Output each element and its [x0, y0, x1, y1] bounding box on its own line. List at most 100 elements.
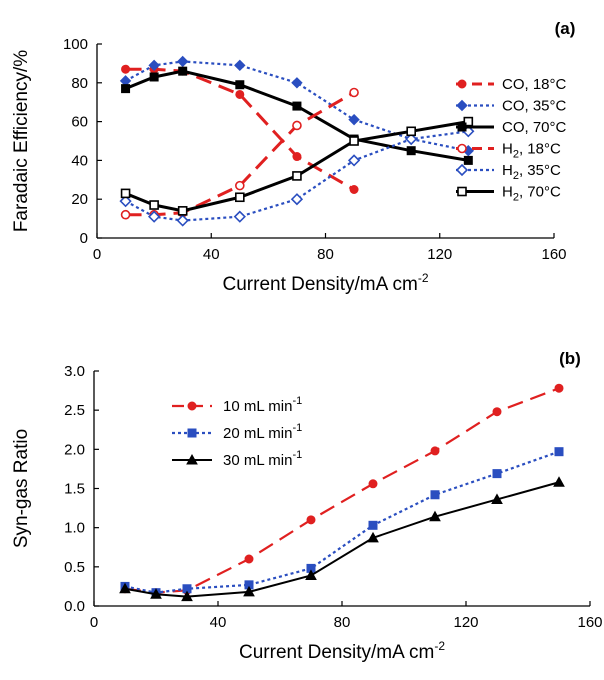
data-point [368, 520, 378, 530]
x-tick-label: 120 [453, 614, 478, 631]
x-tick-label: 120 [427, 246, 452, 263]
data-point [292, 101, 302, 111]
data-point [430, 446, 440, 456]
data-point [349, 185, 359, 194]
legend-item: 10 mL min-1 [172, 395, 302, 415]
data-point [554, 447, 564, 457]
data-point [429, 510, 441, 522]
panel-a: 0 40 80 120 160 0 20 40 60 80 100 Current Density/m… [11, 19, 575, 295]
legend-marker [457, 79, 467, 89]
legend-label-main: CO, 35°C [502, 98, 567, 115]
x-tick-label: 0 [90, 614, 98, 631]
legend-marker [187, 401, 197, 411]
x-axis-label: Current Density/mA cm-2 [223, 271, 429, 295]
legend-label-subscript: 2 [513, 170, 519, 182]
data-point [492, 407, 502, 417]
data-point [235, 192, 245, 203]
y-tick-label: 3.0 [64, 363, 85, 380]
panel-label: (a) [555, 19, 576, 38]
data-point [290, 193, 304, 206]
data-point [292, 120, 302, 131]
legend-label: 10 mL min-1 [223, 395, 302, 415]
data-point [291, 77, 303, 89]
series-30-ml-min-1 [119, 476, 565, 602]
data-point [306, 515, 316, 525]
legend-marker [186, 453, 198, 465]
data-point [176, 214, 189, 227]
legend-marker [456, 99, 468, 112]
data-point [244, 554, 254, 564]
data-point [235, 89, 245, 99]
data-point [349, 87, 359, 98]
legend-label-subscript: 2 [513, 192, 519, 204]
data-point [292, 171, 302, 181]
data-point [119, 195, 132, 208]
legend-label: H2, 18°C [502, 141, 561, 161]
data-point [121, 84, 131, 94]
legend-label-main: CO, 70°C [502, 119, 567, 136]
legend-label-rest: , 18°C [519, 141, 561, 158]
legend-item: CO, 18°C [456, 76, 567, 93]
data-point [368, 479, 378, 489]
series-line [124, 450, 560, 594]
panel-label: (b) [559, 349, 581, 368]
legend-item: H2, 70°C [456, 184, 561, 204]
data-point [121, 64, 131, 74]
x-tick-label: 80 [317, 246, 334, 263]
legend-label-main: H [502, 184, 513, 201]
data-point [553, 476, 565, 487]
data-point [491, 493, 503, 504]
legend: 10 mL min-120 mL min-130 mL min-1 [172, 395, 302, 469]
data-point [149, 72, 159, 82]
legend-label: H2, 70°C [502, 184, 561, 204]
legend-label-main: H [502, 141, 513, 158]
y-axis-label: Faradaic Efficiency/% [11, 50, 32, 232]
y-tick-label: 20 [71, 191, 88, 208]
data-point [305, 569, 317, 580]
data-point [181, 590, 193, 602]
legend-label: CO, 70°C [502, 119, 567, 136]
data-point [178, 66, 188, 76]
data-point [349, 136, 359, 146]
legend-item: CO, 70°C [456, 119, 567, 136]
legend-label-superscript: -1 [292, 395, 302, 407]
y-tick-label: 1.0 [64, 520, 85, 537]
data-point [149, 200, 159, 210]
y-tick-label: 2.0 [64, 441, 85, 458]
x-axis-label: Current Density/mA cm-2 [239, 639, 445, 663]
y-tick-label: 1.5 [64, 481, 85, 498]
legend-item: 30 mL min-1 [172, 449, 302, 469]
series-20-ml-min-1 [120, 447, 564, 598]
legend-label-subscript: 2 [513, 149, 519, 161]
legend-label-main: 30 mL min [223, 452, 292, 469]
data-point [120, 188, 131, 199]
data-point [406, 146, 416, 156]
y-tick-label: 0.5 [64, 559, 85, 576]
data-point [177, 206, 188, 216]
data-point [405, 132, 418, 146]
legend-marker [455, 163, 469, 177]
legend-label: CO, 35°C [502, 98, 567, 115]
x-tick-label: 160 [541, 246, 566, 263]
legend-label-superscript: -1 [292, 422, 302, 434]
y-axis-label: Syn-gas Ratio [11, 429, 32, 548]
legend-label-superscript: -1 [292, 449, 302, 461]
data-point [348, 113, 360, 126]
x-axis-label-main: Current Density/mA cm [223, 274, 418, 295]
series-h2-70-c [120, 116, 474, 216]
data-point [120, 209, 131, 220]
legend-marker [457, 122, 467, 132]
x-tick-label: 40 [210, 614, 227, 631]
y-tick-label: 100 [63, 36, 88, 53]
data-point [430, 490, 440, 500]
y-tick-label: 0 [80, 230, 88, 247]
series-co-35-c [119, 55, 475, 157]
data-point [292, 152, 302, 162]
data-point [243, 585, 255, 597]
data-point [463, 155, 473, 165]
y-tick-label: 0.0 [64, 598, 85, 615]
legend-marker [457, 186, 467, 197]
data-point [150, 588, 162, 599]
legend-label: CO, 18°C [502, 76, 567, 93]
